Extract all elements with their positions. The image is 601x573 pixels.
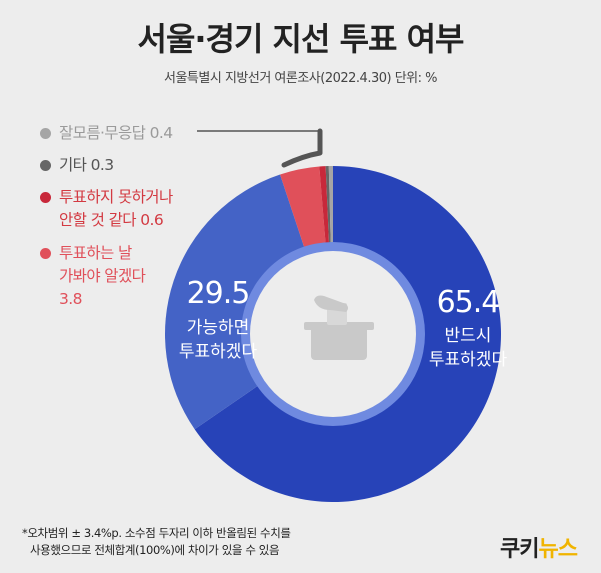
legend-label-not-vote-line2: 안할 것 같다 — [59, 211, 137, 229]
legend-label-wait-line1: 투표하는 날 — [59, 244, 132, 262]
logo-part2: 뉴스 — [538, 537, 577, 562]
legend-dot-other — [40, 160, 51, 171]
legend-dot-unknown — [40, 128, 51, 139]
label-definitely-line2: 투표하겠다 — [429, 350, 508, 370]
footnote-line2: 사용했으므로 전체합계(100%)에 차이가 있을 수 있음 — [30, 543, 280, 557]
footnote-line1: *오차범위 ± 3.4%p. 소수점 두자리 이하 반올림된 수치를 — [22, 526, 291, 540]
logo-part1: 쿠키 — [500, 537, 539, 562]
label-possibly-value: 29.5 — [187, 276, 250, 311]
label-possibly-line1: 가능하면 — [187, 318, 250, 338]
legend-label-unknown: 잘모름·무응답 — [59, 124, 146, 142]
legend-item-unknown: 잘모름·무응답 0.4 — [40, 122, 173, 145]
label-definitely-value: 65.4 — [437, 285, 500, 320]
footnote: *오차범위 ± 3.4%p. 소수점 두자리 이하 반올림된 수치를 사용했으므… — [22, 525, 291, 559]
legend-label-other: 기타 — [59, 156, 87, 174]
chart-subtitle: 서울특별시 지방선거 여론조사(2022.4.30) 단위: % — [164, 71, 437, 86]
kukinews-logo: 쿠키뉴스 — [500, 531, 578, 563]
ballot-box-icon — [304, 295, 374, 360]
legend-dot-wait-and-see — [40, 248, 51, 259]
legend-value-not-vote: 0.6 — [140, 211, 164, 229]
legend-dot-not-vote — [40, 192, 51, 203]
label-definitely-line1: 반드시 — [445, 326, 492, 346]
small-slices-bracket — [281, 128, 323, 168]
legend-label-not-vote-line1: 투표하지 못하거나 — [59, 188, 173, 206]
legend-value-wait-and-see: 3.8 — [59, 290, 82, 308]
legend-item-other: 기타 0.3 — [40, 154, 114, 177]
label-possibly-line2: 투표하겠다 — [179, 342, 258, 362]
chart-title: 서울·경기 지선 투표 여부 — [137, 20, 465, 58]
legend-value-other: 0.3 — [90, 156, 114, 174]
legend-value-unknown: 0.4 — [149, 124, 173, 142]
legend-label-wait-line2: 가봐야 알겠다 — [59, 267, 146, 285]
